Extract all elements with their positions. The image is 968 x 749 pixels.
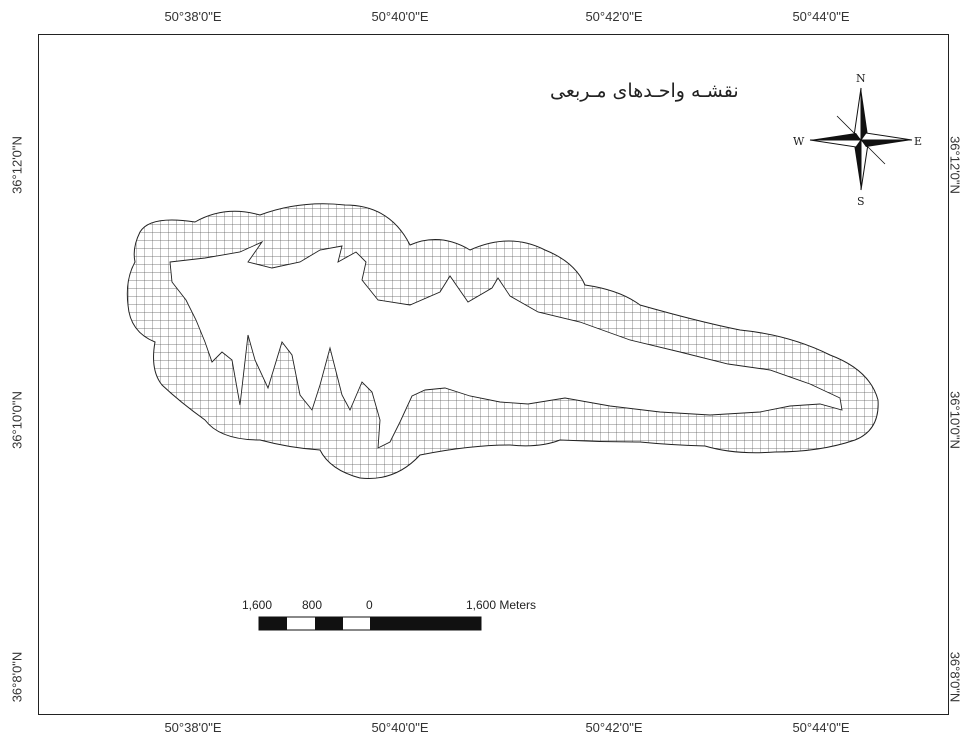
scale-bar — [258, 616, 482, 631]
scale-label: 1,600 — [242, 598, 273, 612]
longitude-label-bottom: 50°42'0"E — [585, 720, 643, 735]
longitude-label-bottom: 50°40'0"E — [371, 720, 429, 735]
longitude-label-top: 50°42'0"E — [585, 9, 643, 24]
scale-label: 800 — [302, 598, 323, 612]
longitude-label-top: 50°40'0"E — [371, 9, 429, 24]
scale-label: 0 — [366, 598, 373, 612]
map-frame — [38, 34, 949, 715]
longitude-label-bottom: 50°38'0"E — [164, 720, 222, 735]
scale-label: 1,600 Meters — [466, 598, 537, 612]
north-arrow-icon: N S E W — [793, 72, 922, 208]
inner-water-body — [169, 240, 843, 449]
compass-north-label: N — [856, 72, 866, 85]
compass-east-label: E — [914, 135, 922, 148]
map-title: نقشـه واحـدهای مـربعی — [550, 80, 739, 102]
longitude-label-bottom: 50°44'0"E — [792, 720, 850, 735]
compass-south-label: S — [857, 195, 865, 208]
longitude-label-top: 50°38'0"E — [164, 9, 222, 24]
grid-units-region — [126, 203, 879, 480]
compass-west-label: W — [793, 135, 805, 148]
longitude-label-top: 50°44'0"E — [792, 9, 850, 24]
